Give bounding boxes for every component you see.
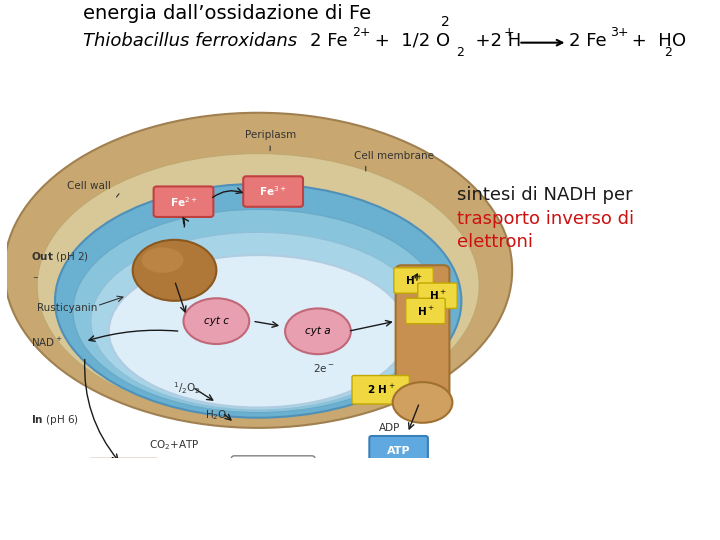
Text: NAD$^+$: NAD$^+$ [31, 335, 63, 348]
Text: NADH: NADH [106, 470, 142, 480]
Ellipse shape [285, 308, 351, 354]
Text: +  H: + H [626, 32, 672, 50]
Text: 2 Fe: 2 Fe [310, 32, 347, 50]
Text: Periplasm: Periplasm [245, 130, 296, 140]
Ellipse shape [55, 184, 462, 418]
Text: $^-$: $^-$ [31, 275, 40, 285]
Text: CO$_2$+ATP: CO$_2$+ATP [149, 438, 199, 452]
Bar [7, 484, 605, 540]
FancyBboxPatch shape [406, 298, 445, 323]
Text: Fe$^{3+}$: Fe$^{3+}$ [259, 185, 287, 198]
Bar [0, 458, 635, 540]
Text: cyt c: cyt c [204, 316, 229, 326]
Text: elettroni: elettroni [457, 233, 534, 251]
Text: H$^+$: H$^+$ [417, 305, 434, 318]
FancyBboxPatch shape [395, 265, 449, 408]
Text: H$_2$O: H$_2$O [205, 408, 228, 422]
Text: Calvin
cycle: Calvin cycle [257, 468, 289, 489]
FancyBboxPatch shape [153, 186, 213, 217]
FancyBboxPatch shape [352, 375, 410, 404]
Text: Thiobacillus ferroxidans: Thiobacillus ferroxidans [83, 32, 297, 50]
Text: cyt a: cyt a [305, 326, 330, 336]
FancyBboxPatch shape [243, 176, 303, 207]
FancyBboxPatch shape [231, 456, 315, 502]
Text: $\mathbf{In}$ (pH 6): $\mathbf{In}$ (pH 6) [31, 413, 79, 427]
Text: 2: 2 [441, 15, 450, 29]
Text: +: + [504, 26, 515, 39]
Ellipse shape [142, 247, 184, 273]
FancyBboxPatch shape [418, 283, 457, 308]
Text: 2: 2 [456, 45, 464, 59]
Text: energia dall’ossidazione di Fe: energia dall’ossidazione di Fe [83, 4, 371, 23]
Text: Cell wall: Cell wall [67, 181, 111, 191]
Text: ADP: ADP [379, 423, 400, 433]
Text: trasporto inverso di: trasporto inverso di [457, 210, 634, 228]
Ellipse shape [184, 298, 249, 344]
Ellipse shape [37, 153, 480, 418]
Text: 2e$^-$: 2e$^-$ [313, 362, 335, 374]
Text: 2 H$^+$: 2 H$^+$ [366, 383, 395, 396]
Text: 2 Fe: 2 Fe [569, 32, 606, 50]
Text: sintesi di NADH per: sintesi di NADH per [457, 186, 633, 204]
Text: 2: 2 [665, 45, 672, 59]
Ellipse shape [132, 240, 216, 301]
Text: $^1/_2$O$_2$: $^1/_2$O$_2$ [173, 381, 200, 396]
Text: H$^+$: H$^+$ [405, 274, 423, 287]
Text: Cell membrane: Cell membrane [354, 151, 434, 160]
Ellipse shape [109, 255, 408, 408]
FancyBboxPatch shape [369, 436, 428, 465]
Text: 3+: 3+ [611, 26, 629, 39]
FancyBboxPatch shape [394, 268, 433, 293]
Text: Fe$^{2+}$: Fe$^{2+}$ [170, 195, 197, 208]
Ellipse shape [4, 113, 512, 428]
Text: $\mathbf{Out}$ (pH 2): $\mathbf{Out}$ (pH 2) [31, 250, 89, 264]
Text: 2+: 2+ [352, 26, 371, 39]
FancyBboxPatch shape [89, 459, 159, 491]
Ellipse shape [91, 232, 426, 410]
Text: H$^+$: H$^+$ [428, 289, 446, 302]
Text: Rusticyanin: Rusticyanin [37, 303, 97, 313]
Text: O: O [672, 32, 686, 50]
Ellipse shape [73, 210, 444, 413]
Ellipse shape [392, 382, 452, 423]
Text: +  1/2 O: + 1/2 O [369, 32, 450, 50]
Text: +2 H: +2 H [464, 32, 521, 50]
Text: ATP: ATP [387, 446, 410, 456]
